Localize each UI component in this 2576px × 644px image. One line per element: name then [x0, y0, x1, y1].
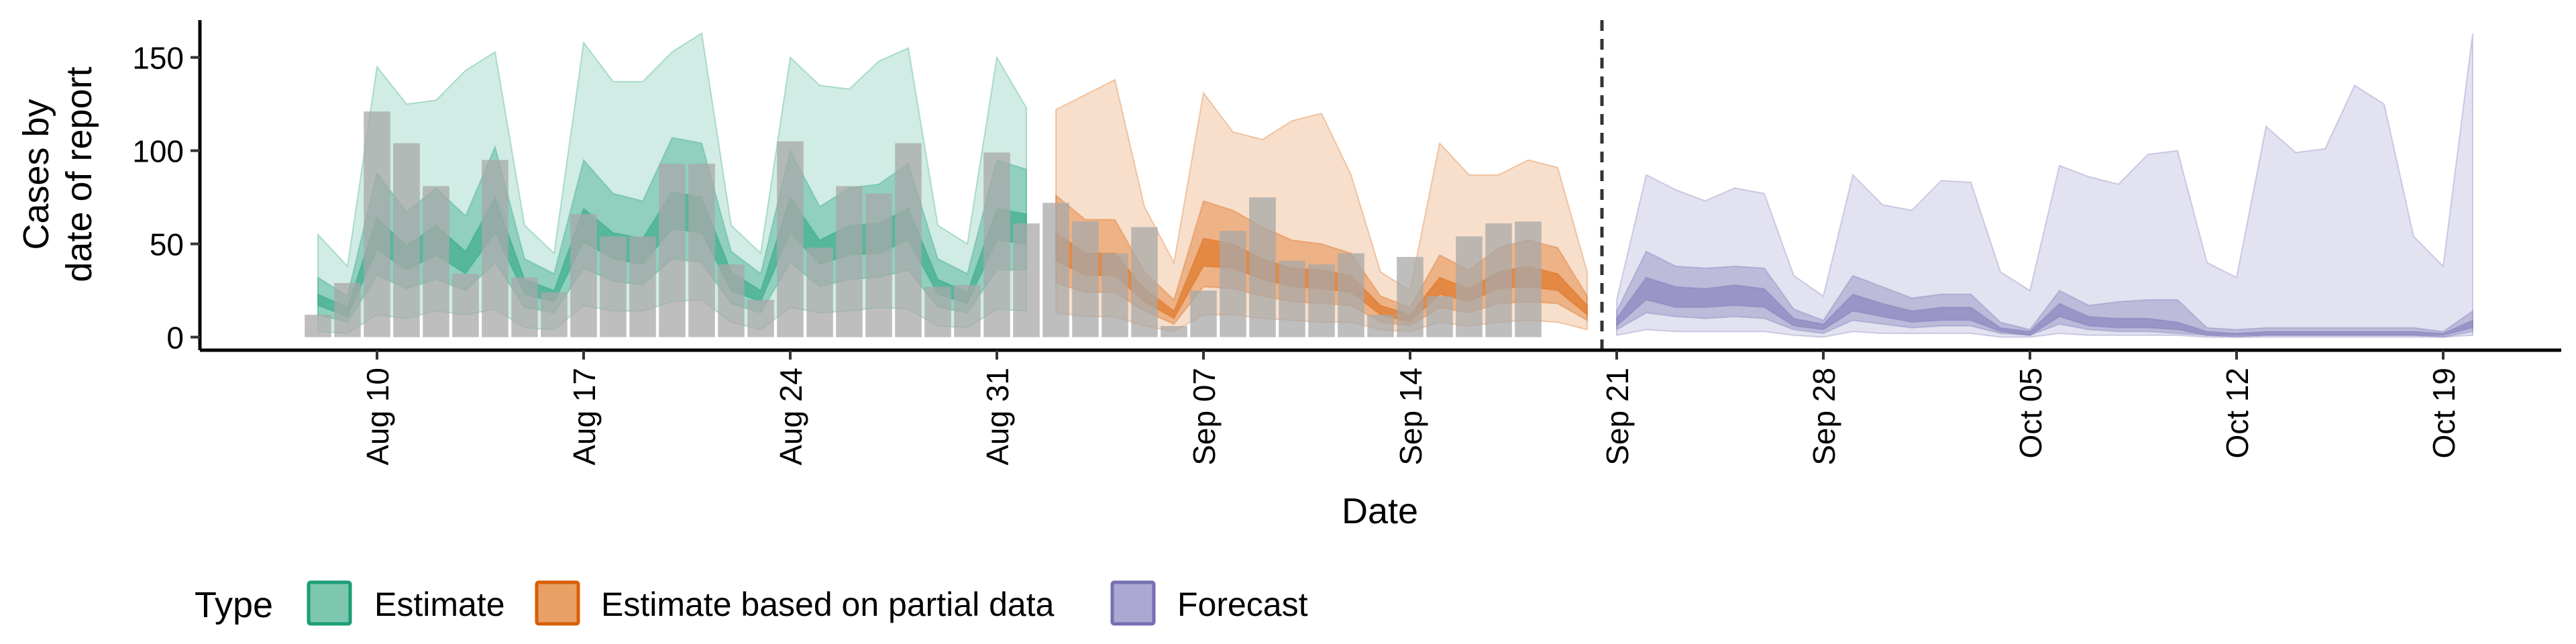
bar-reported-cases	[777, 141, 804, 337]
y-tick-label: 0	[166, 321, 184, 356]
legend-label-partial: Estimate based on partial data	[601, 586, 1055, 623]
bar-reported-cases	[393, 143, 420, 337]
bar-reported-cases	[305, 315, 331, 337]
legend-key-estimate	[307, 580, 352, 626]
bar-reported-cases	[1279, 260, 1305, 337]
bar-reported-cases	[423, 186, 449, 337]
x-tick-label: Sep 21	[1600, 368, 1635, 466]
bar-reported-cases	[865, 193, 892, 337]
x-tick-label: Aug 31	[980, 368, 1015, 466]
bar-reported-cases	[629, 236, 656, 337]
y-tick-label: 150	[132, 41, 184, 76]
bar-reported-cases	[924, 286, 951, 337]
axes-layer	[198, 20, 2561, 352]
bar-reported-cases	[1131, 227, 1158, 337]
x-tick-label: Oct 05	[2013, 368, 2048, 459]
bar-reported-cases	[1367, 315, 1394, 337]
x-tick-label: Sep 14	[1393, 368, 1428, 466]
x-tick-label: Aug 17	[567, 368, 602, 466]
bar-reported-cases	[747, 299, 774, 337]
x-tick-label: Sep 28	[1807, 368, 1841, 466]
x-tick-label: Oct 12	[2220, 368, 2255, 459]
bar-reported-cases	[659, 164, 686, 337]
bar-reported-cases	[718, 264, 745, 337]
legend-label-estimate: Estimate	[374, 586, 505, 623]
bar-reported-cases	[334, 282, 361, 337]
bar-reported-cases	[983, 152, 1010, 337]
x-tick-label: Oct 19	[2426, 368, 2461, 459]
bar-reported-cases	[1456, 236, 1483, 337]
bar-reported-cases	[954, 284, 981, 337]
bar-reported-cases	[1397, 257, 1424, 337]
bar-reported-cases	[511, 277, 538, 337]
y-ticks: 0 50 100 150	[132, 41, 200, 356]
ribbon-forecast-90	[1616, 33, 2473, 338]
bar-reported-cases	[570, 214, 597, 337]
y-tick-label: 50	[150, 227, 184, 262]
bar-reported-cases	[1013, 223, 1040, 337]
legend: Type Estimate Estimate based on partial …	[195, 580, 1308, 626]
bar-reported-cases	[482, 160, 508, 337]
bar-reported-cases	[1161, 325, 1187, 337]
bar-reported-cases	[895, 143, 922, 337]
x-tick-label: Sep 07	[1187, 368, 1222, 466]
bar-reported-cases	[1042, 203, 1069, 337]
bar-reported-cases	[1072, 221, 1099, 337]
bar-reported-cases	[1220, 231, 1246, 337]
x-tick-label: Aug 24	[773, 368, 808, 466]
bar-reported-cases	[1515, 221, 1542, 337]
bar-reported-cases	[541, 292, 568, 337]
y-axis-title-line-2: date of report	[59, 66, 99, 282]
bar-reported-cases	[1426, 296, 1453, 337]
bar-reported-cases	[688, 164, 715, 337]
x-tick-label: Aug 10	[360, 368, 395, 466]
bar-reported-cases	[1102, 253, 1128, 337]
legend-key-partial	[535, 580, 580, 626]
bar-reported-cases	[1485, 223, 1512, 337]
ribbon-forecast-20	[1616, 276, 2473, 336]
bar-reported-cases	[600, 236, 627, 337]
bar-reported-cases	[1190, 290, 1217, 337]
reported-cases-bars	[305, 111, 1542, 337]
bar-reported-cases	[836, 186, 863, 337]
y-tick-label: 100	[132, 134, 184, 169]
bar-reported-cases	[364, 111, 390, 337]
x-axis-title: Date	[1342, 491, 1418, 531]
bar-reported-cases	[1338, 253, 1364, 337]
legend-key-forecast	[1110, 580, 1156, 626]
bar-reported-cases	[452, 274, 479, 337]
legend-label-forecast: Forecast	[1177, 586, 1308, 623]
y-axis-title-line-1: Cases by	[16, 99, 56, 250]
x-ticks: Aug 10 Aug 17 Aug 24 Aug 31 Sep 07 Sep 14 Sep …	[360, 350, 2461, 466]
bar-reported-cases	[806, 248, 833, 337]
legend-title: Type	[195, 585, 273, 625]
bar-reported-cases	[1249, 197, 1276, 337]
ribbon-forecast-50	[1616, 250, 2473, 338]
bar-reported-cases	[1308, 264, 1335, 337]
